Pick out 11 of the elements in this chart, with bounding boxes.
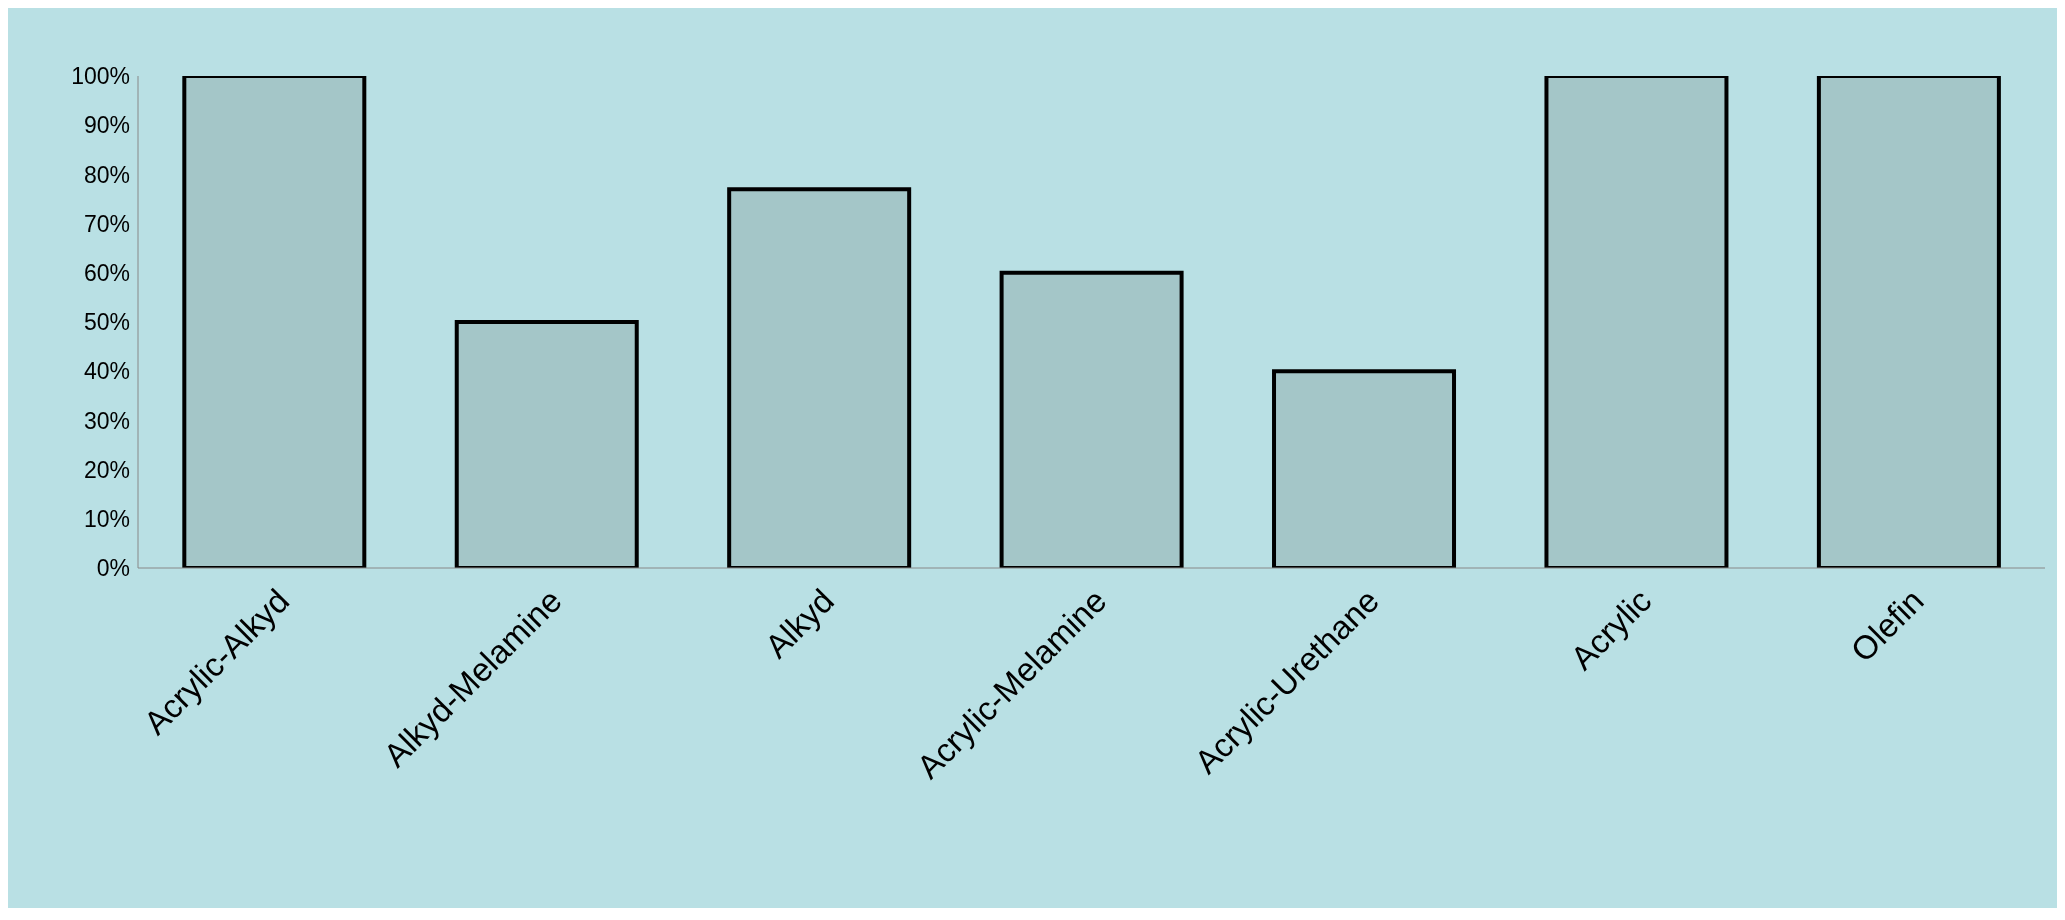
y-tick-label: 60% (83, 259, 130, 286)
y-tick-label: 90% (83, 112, 130, 139)
y-tick-label: 40% (83, 358, 130, 385)
y-tick-label: 30% (83, 407, 130, 434)
y-tick-label: 70% (83, 210, 130, 237)
y-tick-label: 20% (83, 456, 130, 483)
y-tick-label: 100% (71, 63, 130, 90)
y-tick-label: 10% (83, 505, 130, 532)
y-tick-label: 0% (96, 555, 130, 582)
y-tick-label: 80% (83, 161, 130, 188)
y-tick-label: 50% (83, 309, 130, 336)
